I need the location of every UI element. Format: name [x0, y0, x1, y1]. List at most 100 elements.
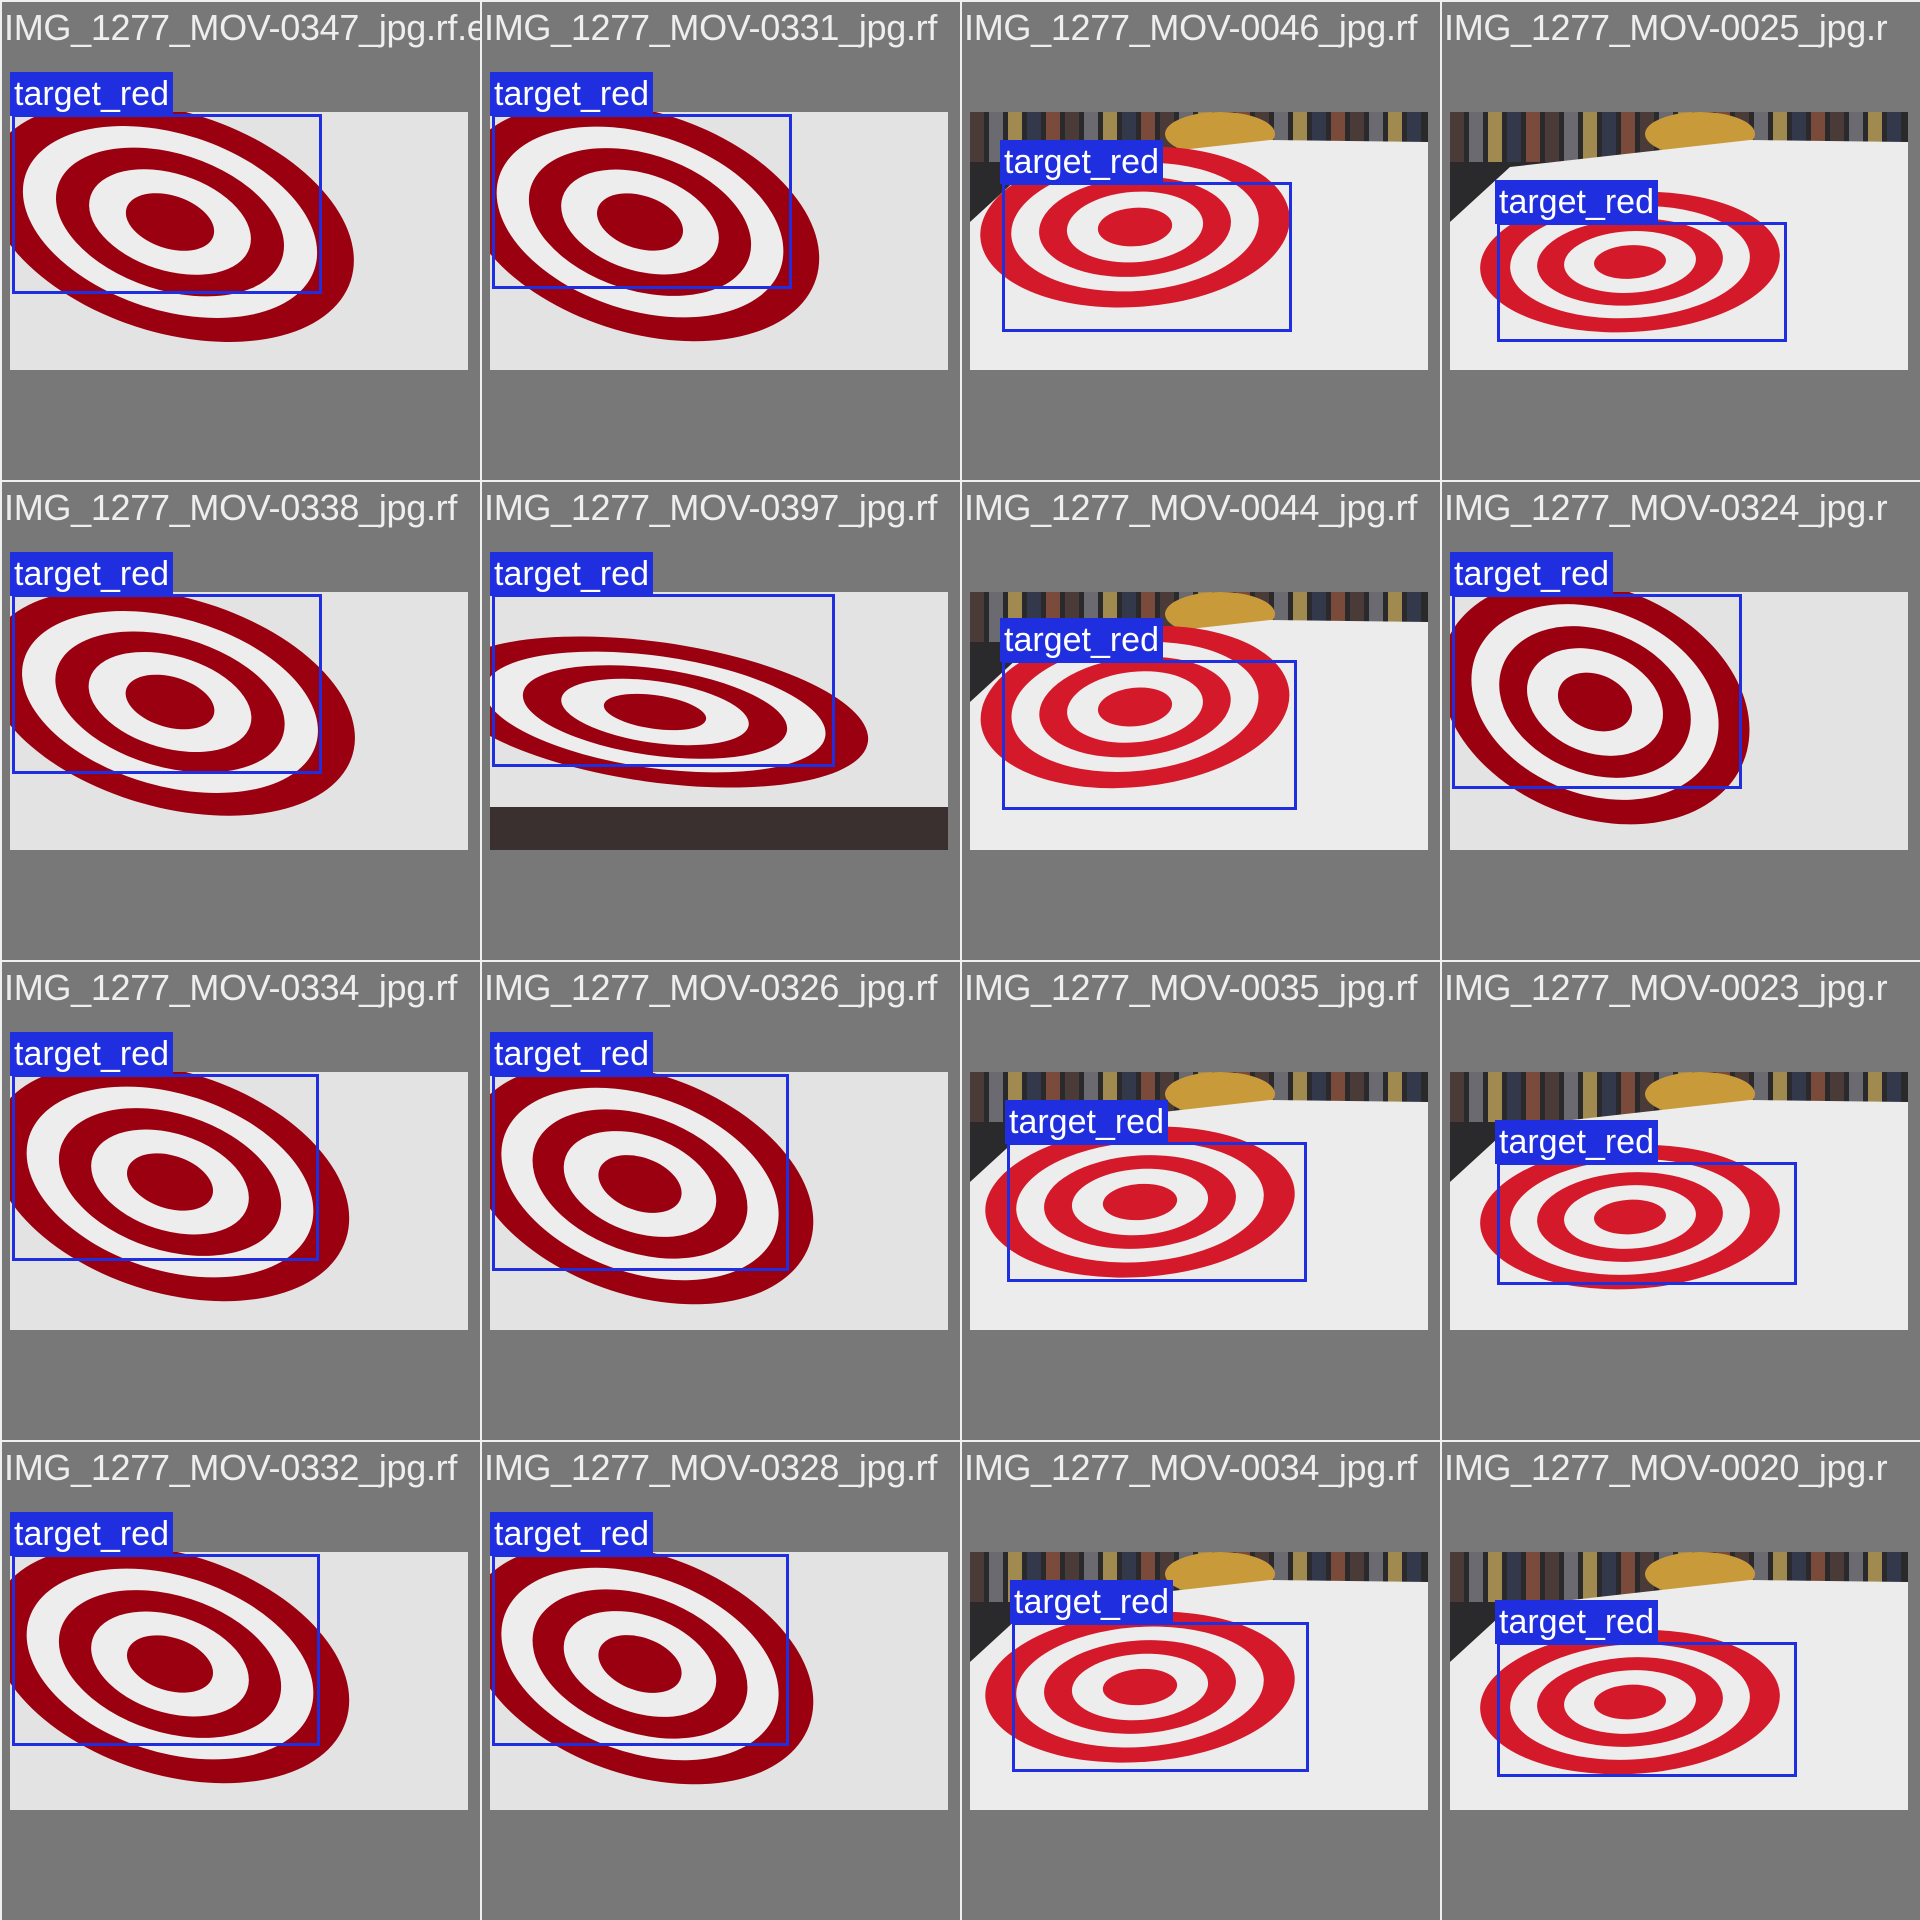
bullseye-target — [980, 625, 1290, 789]
bullseye-target — [980, 146, 1290, 308]
bullseye-target — [490, 1072, 814, 1305]
image-filename: IMG_1277_MOV-0324_jpg.r — [1444, 487, 1888, 528]
bounding-box — [12, 594, 322, 774]
bounding-box — [492, 594, 835, 767]
image-filename: IMG_1277_MOV-0326_jpg.rf — [484, 967, 938, 1008]
bullseye-target — [1450, 592, 1750, 825]
image-filename: IMG_1277_MOV-0331_jpg.rf — [484, 7, 938, 48]
target-photo — [10, 592, 468, 850]
image-filename: IMG_1277_MOV-0020_jpg.r — [1444, 1447, 1888, 1488]
class-label: target_red — [1495, 180, 1658, 224]
target-photo — [490, 1072, 948, 1330]
photo-thumbnail — [490, 1552, 948, 1810]
photo-thumbnail — [10, 1552, 468, 1810]
photo-thumbnail — [10, 1072, 468, 1330]
bullseye-target — [490, 112, 820, 342]
bounding-box — [1007, 1142, 1307, 1282]
image-filename: IMG_1277_MOV-0025_jpg.r — [1444, 7, 1888, 48]
class-label: target_red — [1450, 552, 1613, 596]
image-filename: IMG_1277_MOV-0046_jpg.rf — [964, 7, 1418, 48]
image-filename: IMG_1277_MOV-0332_jpg.rf — [4, 1447, 458, 1488]
bullseye-target — [490, 1552, 814, 1785]
class-label: target_red — [1010, 1580, 1173, 1624]
class-label: target_red — [1000, 140, 1163, 184]
target-photo — [490, 1552, 948, 1810]
image-tile: IMG_1277_MOV-0347_jpg.rf.e7877704c038c03… — [0, 0, 480, 480]
image-filename: IMG_1277_MOV-0347_jpg.rf.e7877704c038c03… — [4, 7, 480, 48]
class-label: target_red — [1000, 618, 1163, 662]
bounding-box — [1002, 182, 1292, 332]
class-label: target_red — [490, 1032, 653, 1076]
image-tile: IMG_1277_MOV-0020_jpg.r target_red — [1440, 1440, 1920, 1920]
class-label: target_red — [10, 552, 173, 596]
target-photo — [10, 1552, 468, 1810]
target-photo — [10, 112, 468, 370]
target-photo — [970, 1072, 1428, 1330]
photo-thumbnail — [10, 592, 468, 850]
class-label: target_red — [1495, 1600, 1658, 1644]
image-tile: IMG_1277_MOV-0334_jpg.rf target_red — [0, 960, 480, 1440]
image-tile: IMG_1277_MOV-0331_jpg.rf target_red — [480, 0, 960, 480]
bullseye-target — [1480, 1144, 1780, 1290]
image-tile: IMG_1277_MOV-0326_jpg.rf target_red — [480, 960, 960, 1440]
target-photo — [490, 112, 948, 370]
image-tile: IMG_1277_MOV-0332_jpg.rf target_red — [0, 1440, 480, 1920]
bounding-box — [1002, 660, 1297, 810]
bullseye-target — [10, 1552, 350, 1784]
target-photo — [490, 592, 948, 850]
image-tile: IMG_1277_MOV-0023_jpg.r target_red — [1440, 960, 1920, 1440]
bounding-box — [1497, 1642, 1797, 1777]
image-filename: IMG_1277_MOV-0328_jpg.rf — [484, 1447, 938, 1488]
bullseye-target — [985, 1611, 1295, 1763]
bounding-box — [1452, 594, 1742, 789]
class-label: target_red — [490, 72, 653, 116]
image-filename: IMG_1277_MOV-0338_jpg.rf — [4, 487, 458, 528]
image-tile: IMG_1277_MOV-0397_jpg.rf target_red — [480, 480, 960, 960]
bounding-box — [492, 1554, 789, 1746]
class-label: target_red — [1495, 1120, 1658, 1164]
photo-thumbnail — [490, 112, 948, 370]
photo-thumbnail — [10, 112, 468, 370]
image-tile: IMG_1277_MOV-0328_jpg.rf target_red — [480, 1440, 960, 1920]
class-label: target_red — [10, 1512, 173, 1556]
target-photo — [10, 1072, 468, 1330]
image-tile: IMG_1277_MOV-0046_jpg.rf target_red — [960, 0, 1440, 480]
class-label: target_red — [490, 552, 653, 596]
bounding-box — [12, 1554, 320, 1746]
photo-thumbnail — [1450, 1552, 1908, 1810]
image-filename: IMG_1277_MOV-0023_jpg.r — [1444, 967, 1888, 1008]
bullseye-target — [1480, 1629, 1780, 1775]
image-tile: IMG_1277_MOV-0034_jpg.rf target_red — [960, 1440, 1440, 1920]
bullseye-target — [985, 1126, 1295, 1278]
photo-thumbnail — [1450, 592, 1908, 850]
image-tile: IMG_1277_MOV-0035_jpg.rf target_red — [960, 960, 1440, 1440]
image-filename: IMG_1277_MOV-0334_jpg.rf — [4, 967, 458, 1008]
photo-thumbnail — [490, 592, 948, 850]
bullseye-target — [1480, 191, 1780, 333]
class-label: target_red — [490, 1512, 653, 1556]
bounding-box — [1012, 1622, 1309, 1772]
image-filename: IMG_1277_MOV-0397_jpg.rf — [484, 487, 938, 528]
image-tile: IMG_1277_MOV-0338_jpg.rf target_red — [0, 480, 480, 960]
bounding-box — [1497, 222, 1787, 342]
image-tile: IMG_1277_MOV-0044_jpg.rf target_red — [960, 480, 1440, 960]
class-label: target_red — [10, 72, 173, 116]
image-tile: IMG_1277_MOV-0324_jpg.r target_red — [1440, 480, 1920, 960]
bounding-box — [492, 114, 792, 289]
photo-thumbnail — [970, 1072, 1428, 1330]
bounding-box — [492, 1074, 789, 1271]
bullseye-target — [10, 112, 354, 342]
target-photo — [970, 112, 1428, 370]
image-filename: IMG_1277_MOV-0035_jpg.rf — [964, 967, 1418, 1008]
bullseye-target — [10, 592, 355, 816]
bounding-box — [12, 114, 322, 294]
photo-thumbnail — [490, 1072, 948, 1330]
class-label: target_red — [1005, 1100, 1168, 1144]
class-label: target_red — [10, 1032, 173, 1076]
image-tile: IMG_1277_MOV-0025_jpg.r target_red — [1440, 0, 1920, 480]
image-filename: IMG_1277_MOV-0034_jpg.rf — [964, 1447, 1418, 1488]
image-filename: IMG_1277_MOV-0044_jpg.rf — [964, 487, 1418, 528]
target-photo — [1450, 592, 1908, 850]
bullseye-target — [10, 1072, 350, 1302]
